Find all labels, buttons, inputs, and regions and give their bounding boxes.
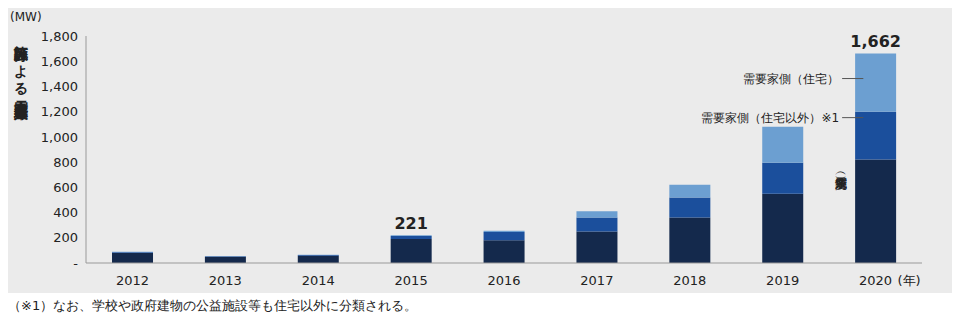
- svg-text:1,400: 1,400: [41, 79, 78, 94]
- svg-text:2014: 2014: [302, 273, 335, 288]
- svg-text:800: 800: [53, 155, 78, 170]
- svg-text:1,662: 1,662: [850, 32, 901, 51]
- svg-text:2020: 2020: [859, 273, 892, 288]
- html-text:施設区分による電力貯蔵導入量: 施設区分による電力貯蔵導入量: [13, 34, 29, 96]
- svg-text:1,600: 1,600: [41, 54, 78, 69]
- svg-text:2015: 2015: [395, 273, 428, 288]
- html-text:（※1）なお、学校や政府建物の公益施設等も住宅以外に分類され: （※1）なお、学校や政府建物の公益施設等も住宅以外に分類される。: [8, 298, 418, 313]
- svg-text:600: 600: [53, 180, 78, 195]
- svg-text:2016: 2016: [487, 273, 520, 288]
- svg-text:2012: 2012: [116, 273, 149, 288]
- svg-text:221: 221: [394, 214, 427, 233]
- html-text:(MW): (MW): [10, 10, 42, 24]
- html-text:系統側（変電所）: 系統側（変電所）: [834, 167, 849, 168]
- svg-text:200: 200: [53, 230, 78, 245]
- svg-text:2017: 2017: [580, 273, 613, 288]
- svg-text:需要家側（住宅以外）※1: 需要家側（住宅以外）※1: [701, 111, 839, 125]
- svg-text:1,200: 1,200: [41, 104, 78, 119]
- svg-text:-: -: [73, 256, 78, 271]
- svg-text:1,000: 1,000: [41, 130, 78, 145]
- svg-text:系統側（変電所）: 系統側（変電所）: [835, 171, 847, 191]
- svg-text:需要家側（住宅）: 需要家側（住宅）: [743, 72, 839, 86]
- svg-text:(年): (年): [898, 273, 921, 288]
- svg-text:400: 400: [53, 205, 78, 220]
- svg-text:2013: 2013: [209, 273, 242, 288]
- svg-text:1,800: 1,800: [41, 29, 78, 44]
- svg-text:2019: 2019: [766, 273, 799, 288]
- svg-text:2018: 2018: [673, 273, 706, 288]
